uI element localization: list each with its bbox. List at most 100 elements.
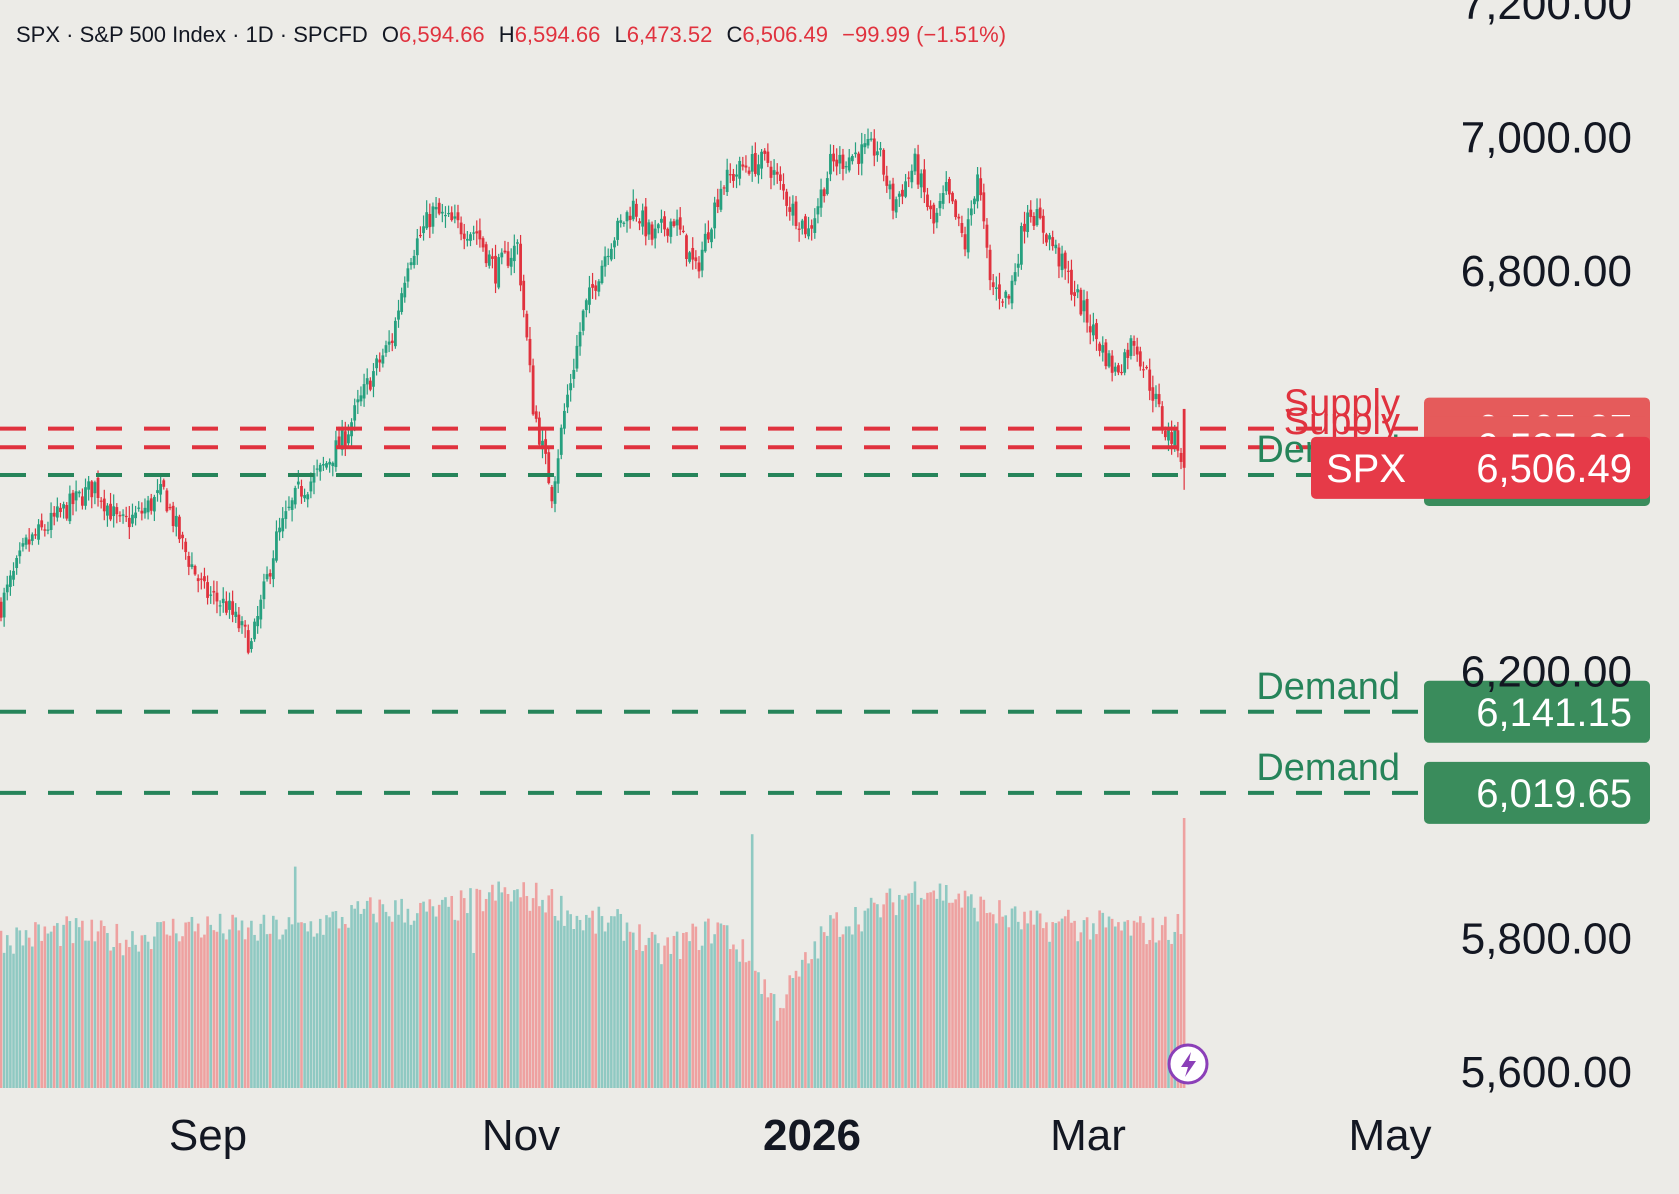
volume-bar: [775, 1020, 779, 1088]
volume-bar: [591, 910, 594, 1088]
volume-bar: [923, 899, 926, 1088]
volume-bar: [1079, 932, 1083, 1088]
volume-bar: [9, 945, 12, 1088]
candle-body: [1113, 366, 1117, 372]
volume-bar: [653, 934, 657, 1088]
candle-body: [832, 153, 835, 162]
volume-bar: [722, 925, 726, 1088]
volume-bar: [1035, 910, 1039, 1088]
candle-body: [393, 320, 397, 347]
volume-bar: [1092, 923, 1095, 1088]
volume-bar: [585, 914, 588, 1088]
candle-body: [437, 202, 441, 214]
volume-bar: [660, 964, 663, 1088]
candle-body: [603, 256, 607, 267]
volume-bar: [638, 924, 641, 1088]
volume-bar: [782, 1008, 785, 1088]
candle-body: [888, 184, 892, 190]
candle-body: [609, 248, 613, 260]
volume-bar: [810, 959, 813, 1088]
last-price-tag: [1311, 436, 1650, 499]
candle-body: [1026, 212, 1030, 233]
candle-body: [1182, 408, 1186, 468]
candle-body: [115, 507, 119, 515]
candle-body: [497, 257, 501, 288]
volume-bar: [619, 913, 623, 1088]
volume-bar: [56, 923, 59, 1088]
candle-body: [93, 482, 97, 494]
volume-bar: [672, 935, 676, 1088]
volume-bar: [356, 901, 360, 1088]
volume-bar: [1132, 920, 1136, 1088]
candle-body: [869, 138, 873, 140]
volume-bar: [1067, 909, 1070, 1088]
volume-bar: [228, 929, 231, 1088]
volume-bar: [797, 976, 801, 1088]
candle-body: [290, 500, 294, 510]
volume-bar: [27, 937, 31, 1088]
candle-body: [1101, 345, 1105, 353]
candle-body: [431, 206, 435, 227]
volume-bar: [566, 910, 569, 1088]
candle-body: [425, 212, 429, 229]
candle-body: [616, 220, 620, 240]
volume-bar: [1057, 921, 1061, 1088]
volume-bar: [497, 881, 500, 1088]
volume-bar: [187, 921, 191, 1088]
volume-bar: [757, 972, 760, 1088]
volume-bar: [919, 897, 923, 1088]
candle-body: [1035, 209, 1039, 226]
candle-body: [174, 515, 178, 527]
candle-body: [694, 257, 698, 262]
candle-body: [860, 144, 864, 164]
candle-body: [844, 166, 848, 168]
candle-body: [634, 203, 638, 217]
volume-bar: [678, 959, 682, 1088]
volume-bar: [650, 932, 654, 1088]
candle-body: [84, 487, 87, 506]
volume-bar: [353, 908, 356, 1088]
volume-bar: [688, 941, 691, 1088]
volume-bar: [5, 935, 9, 1088]
candle-body: [234, 611, 238, 617]
volume-bar: [503, 887, 507, 1088]
candle-body: [719, 188, 723, 210]
volume-bar: [1167, 939, 1170, 1088]
candle-body: [703, 233, 707, 252]
candle-body: [509, 257, 513, 267]
volume-bar: [297, 922, 300, 1088]
volume-bar: [481, 911, 485, 1088]
candle-body: [390, 340, 394, 344]
supply-label: Supply: [1284, 383, 1400, 425]
candle-body: [804, 216, 807, 235]
last-price-symbol: SPX: [1326, 447, 1406, 491]
candle-body: [919, 173, 923, 188]
candle-body: [782, 184, 785, 191]
candle-body: [325, 463, 328, 468]
candle-body: [318, 464, 322, 472]
low-value: 6,473.52: [626, 22, 713, 47]
candle-body: [484, 244, 488, 264]
candle-body: [1095, 323, 1098, 340]
candle-body: [1023, 223, 1026, 232]
volume-bar: [888, 888, 892, 1088]
candle-body: [1132, 341, 1136, 346]
candle-body: [876, 151, 879, 156]
candle-body: [1176, 430, 1180, 451]
volume-bar: [1176, 914, 1180, 1088]
symbol-ticker[interactable]: SPX: [16, 22, 61, 47]
candle-body: [1032, 216, 1036, 226]
candle-body: [947, 178, 951, 195]
candle-body: [337, 436, 341, 447]
volume-bar: [1048, 941, 1051, 1088]
volume-bar: [613, 916, 616, 1088]
candle-body: [857, 153, 861, 165]
candle-body: [487, 254, 491, 266]
volume-bar: [938, 883, 942, 1088]
candle-body: [80, 496, 84, 506]
candle-body: [763, 150, 767, 154]
interval-label[interactable]: 1D: [245, 22, 274, 47]
volume-bar: [300, 922, 303, 1088]
volume-bar: [506, 893, 510, 1088]
